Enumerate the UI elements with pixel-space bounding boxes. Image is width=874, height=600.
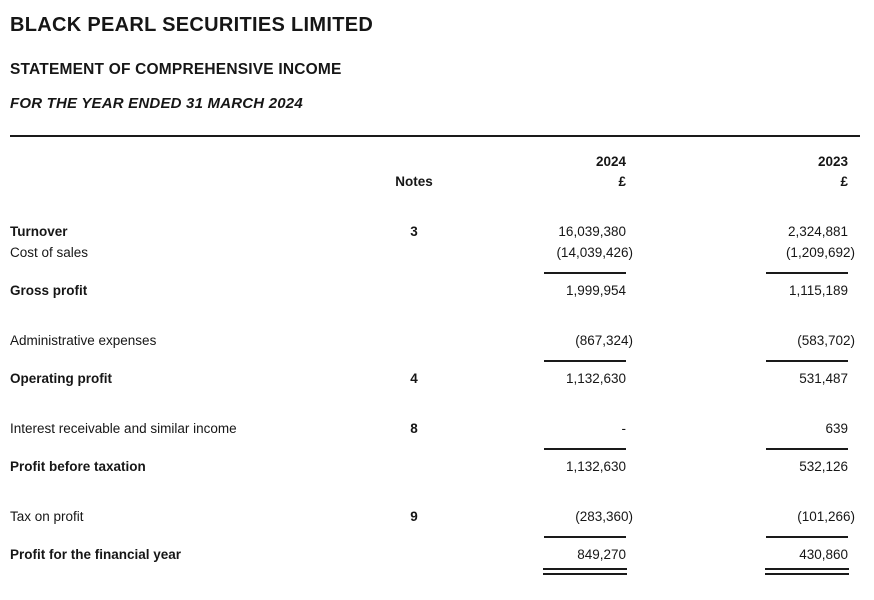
amount-value: (14,039,426)	[556, 245, 633, 260]
amount-value: 849,270	[577, 547, 626, 562]
amount-current: 1,132,630	[452, 459, 636, 475]
amount-value: (867,324)	[575, 333, 633, 348]
document-period: FOR THE YEAR ENDED 31 MARCH 2024	[10, 95, 303, 112]
amount-underline-current	[544, 448, 626, 450]
amount-underline-current	[544, 360, 626, 362]
amount-value: 1,115,189	[788, 283, 848, 298]
section-gap	[10, 387, 860, 416]
amount-value: (583,702)	[797, 333, 855, 348]
statement-row: Cost of sales (14,039,426) (1,209,692)	[10, 240, 860, 261]
amount-prior: 1,115,189	[636, 283, 860, 299]
amount-underline-prior	[766, 536, 848, 538]
row-note: 9	[410, 509, 418, 524]
statement-row: Administrative expenses (867,324) (583,702…	[10, 328, 860, 349]
amount-value: 1,132,630	[565, 371, 626, 386]
amount-prior: 639	[636, 421, 860, 437]
amount-value: 532,126	[799, 459, 848, 474]
amount-current: (867,324)	[452, 333, 636, 349]
company-name: BLACK PEARL SECURITIES LIMITED	[10, 14, 374, 36]
amount-current: 1,132,630	[452, 371, 636, 387]
row-label: Turnover	[10, 224, 68, 239]
header-body-gap	[10, 190, 860, 219]
statement-row: Tax on profit 9 (283,360) (101,266)	[10, 504, 860, 525]
amount-value: (283,360)	[575, 509, 633, 524]
amount-prior: 2,324,881	[636, 224, 860, 240]
amount-prior: (1,209,692)	[636, 245, 860, 261]
amount-value: 16,039,380	[558, 224, 626, 239]
amount-underline-current	[544, 272, 626, 274]
section-gap	[10, 475, 860, 504]
subtotal-rule-row	[10, 261, 860, 278]
amount-underline-prior	[766, 360, 848, 362]
income-statement-rows: Turnover 3 16,039,380 2,324,881 Cost of sale…	[10, 219, 860, 579]
amount-prior: (101,266)	[636, 509, 860, 525]
row-label: Cost of sales	[10, 245, 89, 260]
amount-current: 16,039,380	[452, 224, 636, 240]
total-double-rule-row	[10, 563, 860, 579]
amount-value: 2,324,881	[787, 224, 848, 239]
row-label: Tax on profit	[10, 509, 84, 524]
row-label: Gross profit	[10, 283, 88, 298]
statement-row: Profit before taxation 1,132,630 532,126	[10, 454, 860, 475]
statement-page: BLACK PEARL SECURITIES LIMITED STATEMENT…	[10, 14, 860, 579]
year-header-row: 2024 2023	[10, 150, 860, 170]
amount-current: 849,270	[452, 547, 636, 563]
row-label: Operating profit	[10, 371, 112, 386]
amount-prior: 430,860	[636, 547, 860, 563]
column-header-row: Notes £ £	[10, 170, 860, 190]
row-note: 3	[410, 224, 418, 239]
row-note: 4	[410, 371, 418, 386]
document-title: STATEMENT OF COMPREHENSIVE INCOME	[10, 61, 342, 78]
currency-header-prior: £	[840, 174, 848, 189]
amount-current: 1,999,954	[452, 283, 636, 299]
subtotal-rule-row	[10, 525, 860, 542]
amount-prior: 531,487	[636, 371, 860, 387]
statement-row: Operating profit 4 1,132,630 531,487	[10, 366, 860, 387]
amount-prior: 532,126	[636, 459, 860, 475]
row-label: Interest receivable and similar income	[10, 421, 237, 436]
subtotal-rule-row	[10, 349, 860, 366]
amount-current: (283,360)	[452, 509, 636, 525]
amount-value: 1,999,954	[565, 283, 626, 298]
amount-value: (101,266)	[797, 509, 855, 524]
amount-value: (1,209,692)	[785, 245, 855, 260]
statement-row: Profit for the financial year 849,270 430,…	[10, 542, 860, 563]
subtotal-rule-row	[10, 437, 860, 454]
year-header-current: 2024	[595, 154, 626, 169]
notes-column-header: Notes	[395, 174, 433, 189]
statement-row: Interest receivable and similar income 8 -…	[10, 416, 860, 437]
currency-header-current: £	[618, 174, 626, 189]
row-label: Profit before taxation	[10, 459, 146, 474]
amount-double-underline-current	[543, 568, 627, 575]
amount-prior: (583,702)	[636, 333, 860, 349]
row-label: Profit for the financial year	[10, 547, 182, 562]
amount-value: 639	[825, 421, 848, 436]
amount-underline-prior	[766, 272, 848, 274]
amount-value: -	[621, 421, 627, 436]
year-header-prior: 2023	[817, 154, 848, 169]
income-statement-table: 2024 2023 Notes £ £ Turnover 3 16,039,380 2…	[10, 150, 860, 579]
row-label: Administrative expenses	[10, 333, 157, 348]
amount-underline-prior	[766, 448, 848, 450]
header-rule	[10, 135, 860, 137]
amount-underline-current	[544, 536, 626, 538]
amount-value: 531,487	[799, 371, 848, 386]
amount-double-underline-prior	[765, 568, 849, 575]
statement-row: Gross profit 1,999,954 1,115,189	[10, 278, 860, 299]
amount-current: (14,039,426)	[452, 245, 636, 261]
amount-value: 1,132,630	[565, 459, 626, 474]
row-note: 8	[410, 421, 418, 436]
section-gap	[10, 299, 860, 328]
statement-row: Turnover 3 16,039,380 2,324,881	[10, 219, 860, 240]
amount-current: -	[452, 421, 636, 437]
amount-value: 430,860	[799, 547, 848, 562]
